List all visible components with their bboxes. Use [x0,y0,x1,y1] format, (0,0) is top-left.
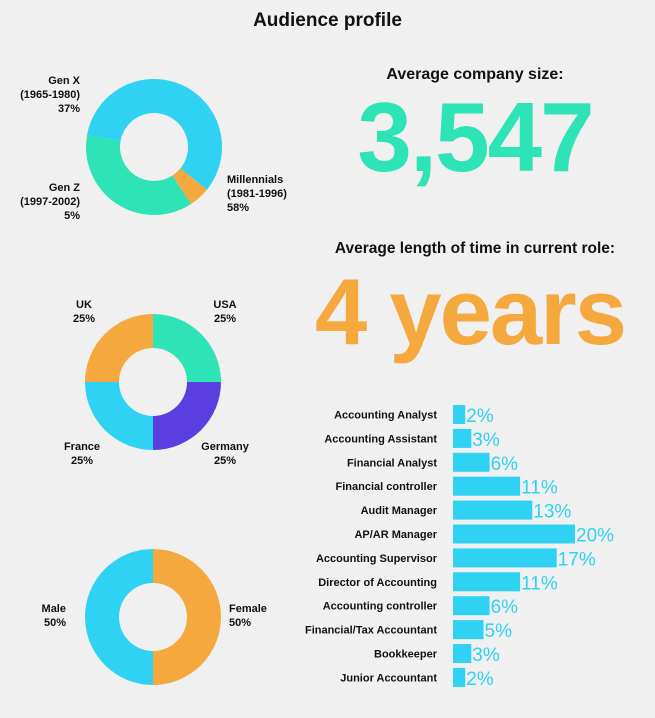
country-slice-france [85,382,153,450]
bar-category-label-ap-ar-manager: AP/AR Manager [354,529,437,541]
gender-donut-chart [85,549,221,685]
label-germany: Germany 25% [201,441,249,467]
generation-slice-millennials [87,79,222,190]
bar-category-label-financial-tax-accountant: Financial/Tax Accountant [305,625,437,637]
bar-value-label-financial-analyst: 6% [491,454,519,475]
bar-value-label-ap-ar-manager: 20% [576,526,614,547]
bar-category-label-financial-controller: Financial controller [336,481,438,493]
bar-value-label-junior-accountant: 2% [466,669,494,690]
country-donut-chart [85,314,221,450]
bar-ap-ar-manager [453,524,575,544]
bar-category-label-accounting-analyst: Accounting Analyst [334,410,437,422]
generation-slice-gen-x [86,134,192,215]
label-gen-x: Gen X (1965-1980) 37% [20,75,80,115]
label-france: France 25% [63,441,101,467]
bar-audit-manager [453,500,533,520]
gender-slice-female [153,549,221,685]
bar-value-label-bookkeeper: 3% [472,645,500,666]
tenure-label: Average length of time in current role: [334,240,616,257]
bar-junior-accountant [453,667,466,687]
generation-donut-chart [86,79,222,215]
bar-financial-controller [453,476,521,496]
label-gen-z: Gen Z (1997-2002) 5% [20,182,80,222]
bar-accounting-analyst [453,405,466,424]
bar-value-label-financial-tax-accountant: 5% [485,621,513,642]
bar-accounting-supervisor [453,548,557,568]
bar-director-of-accounting [453,572,521,592]
bar-accounting-assistant [453,428,472,448]
bar-value-label-director-of-accounting: 11% [521,573,558,594]
company-size-label: Average company size: [386,66,564,83]
bar-category-label-accounting-supervisor: Accounting Supervisor [316,553,438,565]
bar-value-label-accounting-controller: 6% [491,597,519,618]
bar-value-label-accounting-assistant: 3% [472,430,500,451]
bar-category-label-financial-analyst: Financial Analyst [347,457,437,469]
generation-slice-gen-z [172,168,207,205]
label-uk: UK 25% [72,299,96,325]
role-bar-chart: Accounting Analyst 2% Accounting Assistant… [305,405,614,690]
bar-value-label-financial-controller: 11% [521,478,558,499]
bar-value-label-accounting-supervisor: 17% [558,549,596,570]
country-slice-germany [153,382,221,450]
gender-slice-male [85,549,153,685]
bar-bookkeeper [453,644,472,663]
label-usa: USA 25% [213,299,237,325]
bar-value-label-accounting-analyst: 2% [466,406,494,427]
label-male: Male 50% [41,603,66,629]
bar-financial-analyst [453,452,490,472]
label-female: Female 50% [229,603,267,629]
bar-financial-tax-accountant [453,620,484,640]
country-slice-uk [85,314,153,382]
bar-value-label-audit-manager: 13% [533,502,571,523]
bar-category-label-audit-manager: Audit Manager [361,505,438,517]
bar-category-label-accounting-assistant: Accounting Assistant [324,433,437,445]
bar-category-label-bookkeeper: Bookkeeper [374,649,438,661]
page-title: Audience profile [253,10,402,31]
bar-category-label-director-of-accounting: Director of Accounting [318,577,437,589]
bar-category-label-junior-accountant: Junior Accountant [340,672,437,684]
country-slice-usa [153,314,221,382]
company-size-value: 3,547 [357,82,594,192]
tenure-value: 4 years [314,259,627,364]
bar-category-label-accounting-controller: Accounting controller [323,601,438,613]
bar-accounting-controller [453,596,490,616]
label-millennials: Millennials (1981-1996) 58% [227,174,287,214]
